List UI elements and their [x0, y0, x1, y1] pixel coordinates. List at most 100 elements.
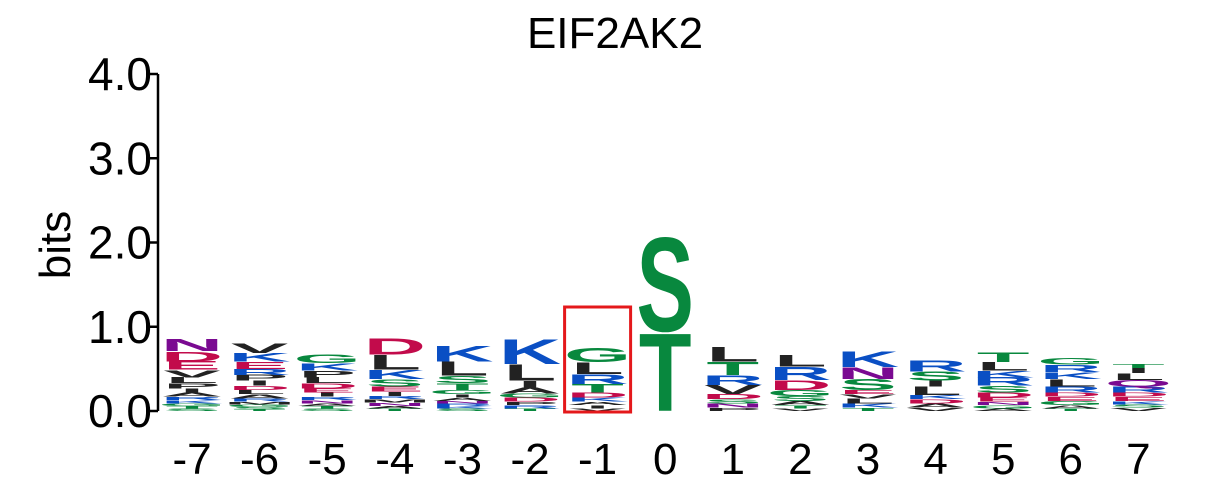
logo-letter: T — [571, 382, 624, 395]
logo-letter: D — [567, 391, 629, 399]
logo-letter: T — [368, 408, 421, 412]
logo-letter: S — [231, 406, 288, 410]
x-tick-label: -3 — [443, 435, 482, 484]
logo-letter: P — [501, 401, 558, 406]
logo-letter: I — [586, 404, 610, 409]
logo-letter: A — [567, 401, 629, 406]
logo-letter: G — [564, 344, 631, 366]
x-tick-label: -5 — [308, 435, 347, 484]
y-axis: 0.0 1.0 2.0 3.0 4.0 — [88, 48, 160, 437]
logo-letter: L — [301, 376, 354, 385]
logo-letter: K — [905, 394, 967, 401]
logo-letter: D — [769, 377, 831, 393]
logo-letter: E — [366, 385, 423, 393]
logo-letter: A — [972, 408, 1034, 412]
logo-letter: T — [233, 409, 286, 412]
y-tick-label: 0.0 — [88, 385, 152, 437]
logo-letter: D — [499, 396, 561, 403]
logo-letter: S — [434, 374, 491, 386]
logo-letter: L — [1112, 371, 1165, 381]
logo-letter: L — [504, 360, 557, 386]
logo-letter: A — [229, 393, 291, 400]
logo-letter: L — [706, 342, 759, 366]
logo-letter: N — [702, 402, 764, 409]
logo-letter: T — [774, 404, 827, 409]
logo-letter: L — [1045, 377, 1098, 389]
logo-letter: L — [774, 352, 827, 370]
x-tick-label: 7 — [1126, 435, 1150, 484]
logo-letter: T — [1112, 363, 1165, 370]
logo-letter: A — [364, 405, 426, 409]
logo-letter: A — [161, 391, 223, 398]
logo-letter: G — [429, 389, 496, 396]
logo-letter: V — [163, 368, 221, 380]
logo-letter: S — [772, 395, 829, 403]
logo-letter: L — [233, 389, 286, 396]
x-tick-label: -7 — [172, 435, 211, 484]
logo-letter: D — [364, 334, 426, 360]
logo-letter: D — [296, 382, 358, 390]
logo-letter: T — [301, 405, 354, 409]
logo-letter: E — [974, 396, 1031, 403]
logo-letter: I — [180, 387, 204, 394]
logo-letter: R — [161, 396, 223, 401]
logo-letter: K — [499, 332, 561, 372]
logo-letter: S — [298, 408, 355, 412]
logo-letter: L — [909, 385, 962, 398]
logo-letter: L — [571, 359, 624, 377]
logo-letter: I — [383, 391, 407, 398]
x-tick-label: -4 — [375, 435, 414, 484]
logo-letter: G — [294, 353, 361, 366]
logo-letter: D — [1107, 391, 1169, 398]
x-tick-label: 1 — [721, 435, 745, 484]
logo-letter: S — [907, 369, 964, 383]
x-tick-label: 6 — [1059, 435, 1083, 484]
logo-letter: R — [1107, 385, 1169, 394]
x-tick-label: 0 — [653, 435, 677, 484]
logo-letter: G — [159, 403, 226, 407]
logo-letter: R — [567, 372, 629, 388]
logo-stacks: STGKRAIPLVEDNTSGMRALDIPREKVSTANRIEDLPKGT… — [159, 209, 1172, 435]
logo-letter: R — [431, 403, 493, 407]
y-tick-label: 4.0 — [88, 48, 152, 100]
logo-letter: V — [772, 408, 830, 412]
logo-letter: T — [1044, 408, 1097, 412]
logo-letter: S — [974, 384, 1031, 394]
logo-letter: K — [229, 351, 291, 364]
logo-letter: E — [1042, 396, 1099, 403]
logo-letter: G — [767, 388, 834, 397]
highlight-box-group — [563, 305, 633, 414]
logo-letter: R — [905, 358, 967, 375]
logo-letter: R — [229, 398, 291, 403]
logo-letter: I — [315, 391, 339, 398]
logo-letter: T — [707, 358, 760, 379]
logo-letter: A — [1040, 404, 1102, 409]
logo-letter: R — [1040, 363, 1102, 375]
logo-letter: D — [972, 391, 1034, 399]
logo-letter: E — [839, 389, 896, 396]
logo-letter: L — [368, 351, 421, 375]
logo-letter: V — [231, 340, 288, 356]
logo-letter: S — [434, 408, 491, 412]
logo-letter: D — [905, 398, 967, 405]
x-tick-label: 3 — [856, 435, 880, 484]
logo-letter: L — [977, 360, 1030, 373]
logo-letter: R — [229, 367, 291, 376]
logo-letter: K — [837, 347, 899, 372]
logo-letter: A — [296, 403, 358, 407]
logo-letter: A — [769, 400, 831, 407]
logo-letter: E — [231, 359, 288, 371]
logo-letter: G — [1037, 400, 1104, 407]
logo-letter: K — [431, 341, 493, 366]
logo-letter: I — [518, 379, 542, 389]
logo-letter: A — [431, 397, 493, 402]
logo-letter: G — [1037, 356, 1104, 366]
